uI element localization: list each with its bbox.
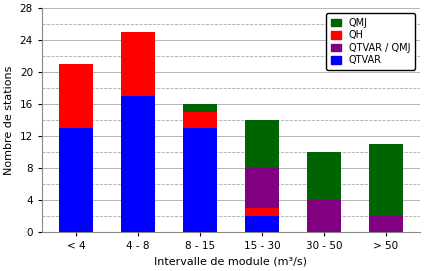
Bar bbox=[307, 200, 341, 232]
Bar bbox=[245, 208, 279, 216]
X-axis label: Intervalle de module (m³/s): Intervalle de module (m³/s) bbox=[154, 257, 307, 267]
Y-axis label: Nombre de stations: Nombre de stations bbox=[4, 66, 14, 175]
Bar bbox=[245, 216, 279, 232]
Bar bbox=[121, 96, 155, 232]
Legend: QMJ, QH, QTVAR / QMJ, QTVAR: QMJ, QH, QTVAR / QMJ, QTVAR bbox=[326, 13, 415, 70]
Bar bbox=[245, 168, 279, 208]
Bar bbox=[59, 128, 93, 232]
Bar bbox=[183, 104, 217, 112]
Bar bbox=[245, 120, 279, 168]
Bar bbox=[121, 32, 155, 96]
Bar bbox=[59, 64, 93, 128]
Bar bbox=[368, 144, 403, 216]
Bar bbox=[368, 216, 403, 232]
Bar bbox=[183, 128, 217, 232]
Bar bbox=[307, 152, 341, 200]
Bar bbox=[183, 112, 217, 128]
